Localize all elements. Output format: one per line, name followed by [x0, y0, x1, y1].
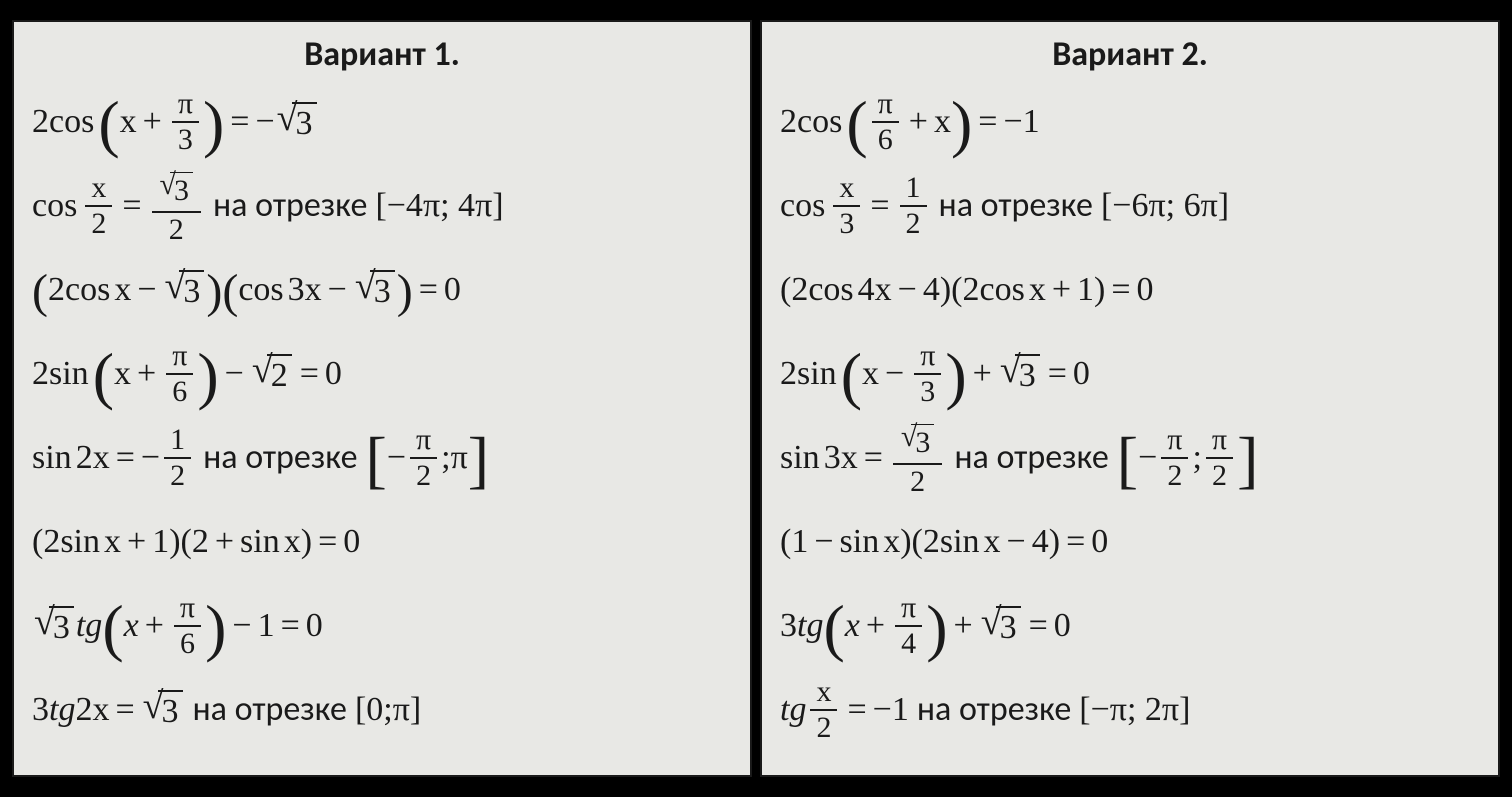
equation-row: 2 cos ( π6 +x ) =−1 — [780, 83, 1480, 161]
equation-row: 2 sin (x− π3 ) + √3 =0 — [780, 335, 1480, 413]
equation-row: 3tg2x=√3 на отрезке [0; π] — [32, 671, 732, 749]
interval-label: на отрезке — [954, 439, 1108, 476]
equation-row: tg x2 =−1 на отрезке [−π; 2π] — [780, 671, 1480, 749]
equation-row: 2 sin (x+ π6 ) − √2 =0 — [32, 335, 732, 413]
equation-row: (2 sin x+1)(2+sin x) =0 — [32, 503, 732, 581]
variant-title: Вариант 1. — [32, 34, 732, 75]
equation-row: √3tg (x+ π6 ) −1=0 — [32, 587, 732, 665]
interval-label: на отрезке — [193, 691, 347, 728]
equation-row: (1−sin x)(2 sin x−4) =0 — [780, 503, 1480, 581]
equation-row: sin 2x =− 12 на отрезке [−π2; π] — [32, 419, 732, 497]
equation-row: (2cos 4x−4)(2 cos x+1) =0 — [780, 251, 1480, 329]
interval-label: на отрезке — [939, 187, 1093, 224]
interval-label: на отрезке — [203, 439, 357, 476]
interval-label: на отрезке — [917, 691, 1071, 728]
worksheet-container: Вариант 1. 2 cos (x+ π3 ) =−√3 cos x2 = … — [12, 20, 1500, 777]
interval-label: на отрезке — [213, 187, 367, 224]
equation-row: cos x2 = √32 на отрезке [−4π; 4π] — [32, 167, 732, 245]
equation-row: 3tg (x+ π4 ) + √3 =0 — [780, 587, 1480, 665]
equation-row: (2 cos x−√3)(cos 3x−√3) =0 — [32, 251, 732, 329]
equation-row: cos x3 = 12 на отрезке [−6π; 6π] — [780, 167, 1480, 245]
equation-row: 2 cos (x+ π3 ) =−√3 — [32, 83, 732, 161]
variant-panel-2: Вариант 2. 2 cos ( π6 +x ) =−1 cos x3 = … — [760, 20, 1500, 777]
equation-row: sin 3x = √32 на отрезке [−π2; π2] — [780, 419, 1480, 497]
variant-title: Вариант 2. — [780, 34, 1480, 75]
variant-panel-1: Вариант 1. 2 cos (x+ π3 ) =−√3 cos x2 = … — [12, 20, 752, 777]
